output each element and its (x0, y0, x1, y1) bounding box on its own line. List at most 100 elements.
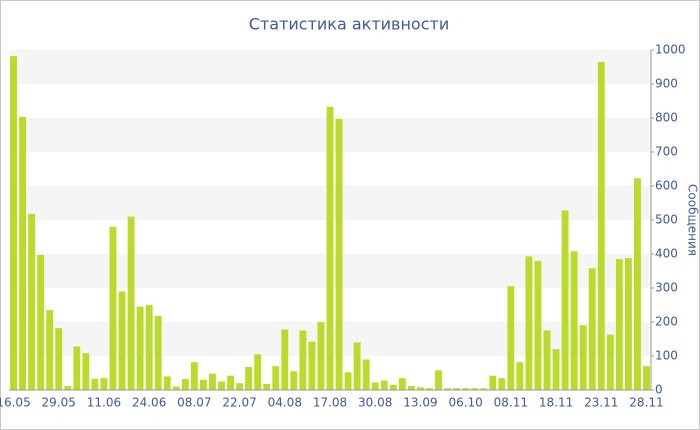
y-tick-label: 0 (655, 383, 663, 397)
y-tick-label: 500 (655, 213, 678, 227)
bar (272, 366, 280, 390)
bar (597, 61, 605, 391)
bar (480, 388, 488, 390)
bar (73, 346, 81, 390)
bar (643, 366, 650, 390)
bar (64, 385, 72, 390)
bar (398, 378, 406, 390)
bar (543, 330, 551, 390)
bar (10, 56, 17, 391)
x-tick-label: 06.10 (448, 396, 482, 410)
bar (227, 375, 234, 390)
bar (127, 216, 135, 390)
x-tick-label: 22.07 (222, 396, 256, 410)
bar (525, 256, 533, 390)
y-axis-title: Сообщения (686, 184, 700, 256)
x-tick-label: 13.09 (403, 396, 437, 410)
bar (199, 379, 207, 390)
y-tick-label: 300 (655, 281, 678, 295)
x-tick-label: 16.05 (0, 396, 31, 410)
x-tick-label: 29.05 (42, 396, 76, 410)
y-tick-label: 200 (655, 315, 678, 329)
x-tick-label: 17.08 (313, 396, 347, 410)
bar (371, 382, 379, 390)
bar (353, 342, 361, 390)
bar (426, 388, 433, 390)
bar (28, 213, 36, 390)
bar (579, 325, 587, 390)
bar (606, 334, 614, 390)
x-tick-label: 08.11 (494, 396, 528, 410)
bar (362, 359, 370, 390)
bar (435, 370, 442, 390)
bar (489, 375, 497, 390)
bar (507, 286, 515, 390)
bar (19, 116, 26, 390)
bar (37, 255, 45, 390)
bar (91, 378, 99, 390)
x-tick-label: 11.06 (87, 396, 121, 410)
bar (588, 268, 596, 390)
y-tick-label: 600 (655, 179, 678, 193)
bar (498, 378, 506, 390)
bar (82, 353, 90, 390)
bar (299, 330, 307, 390)
x-tick-label: 08.07 (177, 396, 211, 410)
x-tick-label: 23.11 (584, 396, 618, 410)
bar (181, 379, 189, 390)
bar (118, 291, 126, 390)
bar (471, 388, 479, 390)
bar (55, 328, 63, 390)
bar (317, 322, 325, 390)
bar (570, 251, 578, 390)
y-tick-label: 800 (655, 111, 678, 125)
bar (380, 380, 388, 390)
bar (209, 373, 216, 390)
bar (534, 260, 542, 390)
x-tick-label: 30.08 (358, 396, 392, 410)
bar (453, 388, 461, 390)
y-tick-label: 100 (655, 349, 678, 363)
bar (100, 378, 108, 390)
bar (190, 362, 198, 390)
bar (308, 341, 316, 390)
y-tick-label: 400 (655, 247, 678, 261)
x-tick-label: 24.06 (132, 396, 166, 410)
bar (389, 384, 397, 390)
bar (561, 210, 569, 390)
bar (236, 383, 244, 390)
bar (615, 259, 623, 390)
bar (516, 362, 524, 390)
bar (552, 349, 560, 390)
bar (254, 354, 262, 390)
y-tick-label: 700 (655, 145, 678, 159)
bar (281, 329, 289, 390)
x-tick-label: 04.08 (268, 396, 302, 410)
grid-band (9, 50, 651, 84)
y-tick-label: 900 (655, 77, 678, 91)
bar (335, 119, 343, 391)
bar (344, 372, 352, 390)
bar (172, 386, 180, 390)
bar (326, 106, 334, 390)
bar (145, 305, 153, 390)
bar (154, 315, 162, 390)
bar (407, 385, 415, 390)
bar (290, 371, 298, 390)
x-tick-label: 18.11 (539, 396, 573, 410)
bar (634, 178, 641, 390)
bar (46, 310, 54, 390)
chart-title: Статистика активности (249, 15, 449, 34)
bar (462, 388, 470, 390)
bar (444, 388, 451, 390)
y-tick-label: 1000 (655, 43, 686, 57)
bar (624, 258, 632, 390)
bar (263, 383, 271, 390)
bar (245, 366, 253, 390)
bar (416, 387, 424, 390)
x-tick-label: 28.11 (629, 396, 663, 410)
bar (109, 226, 117, 390)
bar (163, 376, 171, 390)
bar (218, 381, 225, 390)
